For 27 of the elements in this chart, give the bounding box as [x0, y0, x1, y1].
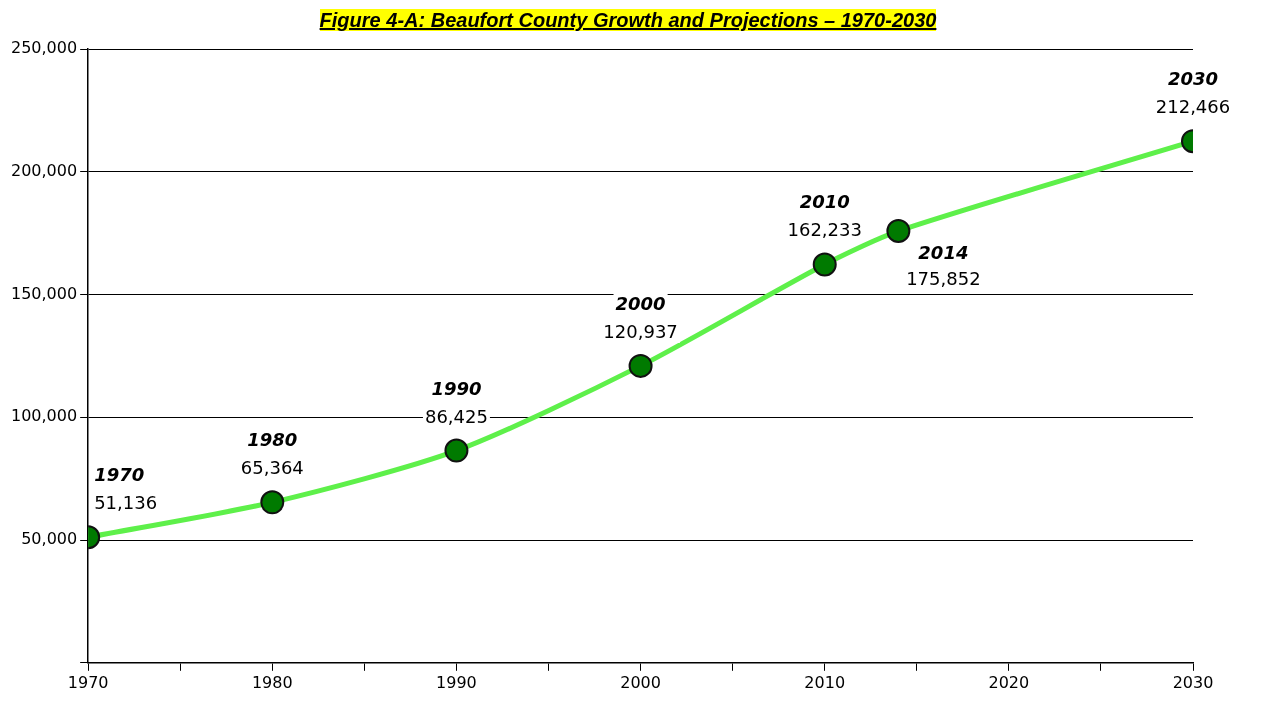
- annotation: 1970: [94, 464, 145, 486]
- y-tick-label: 50,000: [21, 529, 78, 549]
- data-label: 51,136: [94, 492, 158, 514]
- x-tick-label: 2000: [620, 672, 661, 692]
- data-label: 65,364: [240, 457, 304, 479]
- data-label: 212,466: [1155, 96, 1231, 118]
- data-label: 86,425: [424, 405, 488, 427]
- annotation: 2010: [799, 191, 850, 213]
- x-tick-label: 2030: [1172, 672, 1214, 692]
- annotation: 2030: [1167, 68, 1219, 90]
- annotation: 2014: [918, 242, 969, 264]
- y-tick-label: 100,000: [10, 406, 78, 426]
- y-tick-label: 200,000: [10, 160, 78, 180]
- x-tick-label: 1970: [67, 672, 109, 692]
- x-tick-label: 1990: [436, 672, 477, 692]
- chart-title: Figure 4-A: Beaufort County Growth and Projections – 1970-2030: [319, 9, 937, 31]
- data-label: 120,937: [603, 320, 678, 342]
- annotation: 2000: [615, 292, 666, 314]
- data-label: 162,233: [787, 219, 862, 241]
- y-tick-label: 250,000: [10, 38, 78, 58]
- annotation: 1980: [247, 429, 298, 451]
- x-tick-label: 2020: [988, 672, 1030, 692]
- annotation: 1990: [431, 377, 482, 399]
- x-tick-label: 1980: [251, 672, 293, 692]
- y-tick-label: 150,000: [10, 283, 78, 303]
- x-tick-label: 2010: [804, 672, 846, 692]
- data-label: 175,852: [906, 268, 981, 290]
